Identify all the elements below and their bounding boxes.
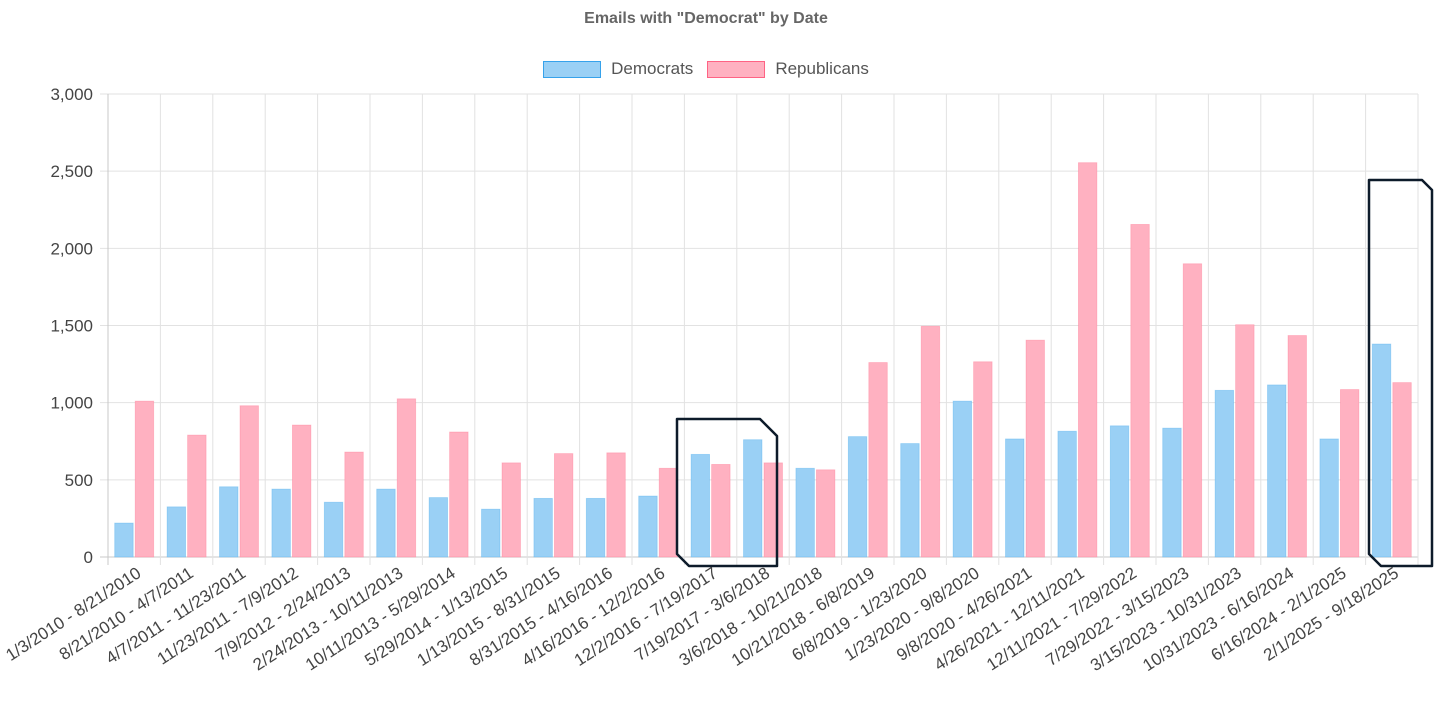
- bar-republicans: [1235, 324, 1255, 558]
- bar-democrats: [690, 453, 710, 558]
- y-tick-label: 2,500: [50, 162, 93, 181]
- bar-democrats: [1214, 389, 1234, 558]
- highlight-box-2025: [1367, 178, 1434, 568]
- y-tick-label: 1,500: [50, 317, 93, 336]
- bar-democrats: [1319, 438, 1339, 558]
- bar-republicans: [1392, 382, 1412, 558]
- bar-democrats: [900, 443, 920, 558]
- bar-republicans: [868, 362, 888, 558]
- y-tick-label: 3,000: [50, 85, 93, 104]
- bar-democrats: [795, 467, 815, 558]
- legend-item-democrats[interactable]: Democrats: [543, 59, 693, 79]
- legend-item-republicans[interactable]: Republicans: [707, 59, 869, 79]
- bar-democrats: [638, 495, 658, 558]
- bar-democrats: [166, 506, 187, 558]
- bar-democrats: [1371, 343, 1392, 558]
- legend-label-republicans: Republicans: [775, 59, 869, 78]
- y-tick-label: 2,000: [50, 239, 93, 258]
- bar-republicans: [1287, 335, 1307, 558]
- legend-label-democrats: Democrats: [611, 59, 694, 78]
- bar-democrats: [1109, 425, 1130, 558]
- bar-democrats: [114, 522, 134, 558]
- bar-democrats: [323, 501, 344, 558]
- bar-republicans: [554, 453, 574, 558]
- y-tick-label: 0: [84, 548, 93, 567]
- bar-republicans: [973, 361, 993, 558]
- chart-legend: Democrats Republicans: [0, 59, 1412, 79]
- bar-democrats: [219, 486, 239, 558]
- bar-republicans: [291, 424, 312, 558]
- chart-title: Emails with "Democrat" by Date: [584, 10, 828, 27]
- bar-republicans: [449, 431, 469, 558]
- bar-republicans: [501, 462, 521, 558]
- highlight-box-2017-2018: [675, 417, 779, 568]
- legend-swatch-republicans: [707, 60, 766, 78]
- bar-democrats: [1057, 430, 1077, 558]
- bar-democrats: [952, 400, 972, 558]
- legend-swatch-democrats: [543, 60, 602, 78]
- bar-republicans: [187, 434, 207, 558]
- y-tick-label: 500: [65, 471, 93, 490]
- bar-democrats: [271, 488, 291, 558]
- bar-democrats: [1267, 384, 1287, 558]
- bar-republicans: [763, 462, 783, 558]
- bar-republicans: [1025, 339, 1045, 558]
- bar-republicans: [920, 325, 941, 558]
- y-tick-label: 1,000: [50, 394, 93, 413]
- bar-republicans: [606, 452, 626, 558]
- bar-democrats: [481, 508, 501, 558]
- bar-democrats: [585, 497, 606, 558]
- bar-republicans: [239, 405, 259, 558]
- bar-republicans: [1340, 389, 1360, 558]
- bar-democrats: [376, 488, 396, 558]
- bar-republicans: [344, 451, 364, 558]
- bar-democrats: [1162, 427, 1182, 558]
- bar-democrats: [847, 436, 868, 558]
- bar-republicans: [134, 400, 155, 558]
- bar-republicans: [816, 469, 836, 558]
- bar-democrats: [533, 497, 553, 558]
- bar-republicans: [1078, 162, 1098, 558]
- bar-democrats: [743, 439, 763, 558]
- bar-republicans: [711, 463, 731, 558]
- bar-democrats: [1005, 438, 1025, 558]
- bar-republicans: [396, 398, 417, 558]
- bar-democrats: [428, 497, 449, 558]
- bar-republicans: [1182, 263, 1203, 558]
- bar-republicans: [1130, 224, 1150, 558]
- bar-republicans: [658, 467, 679, 558]
